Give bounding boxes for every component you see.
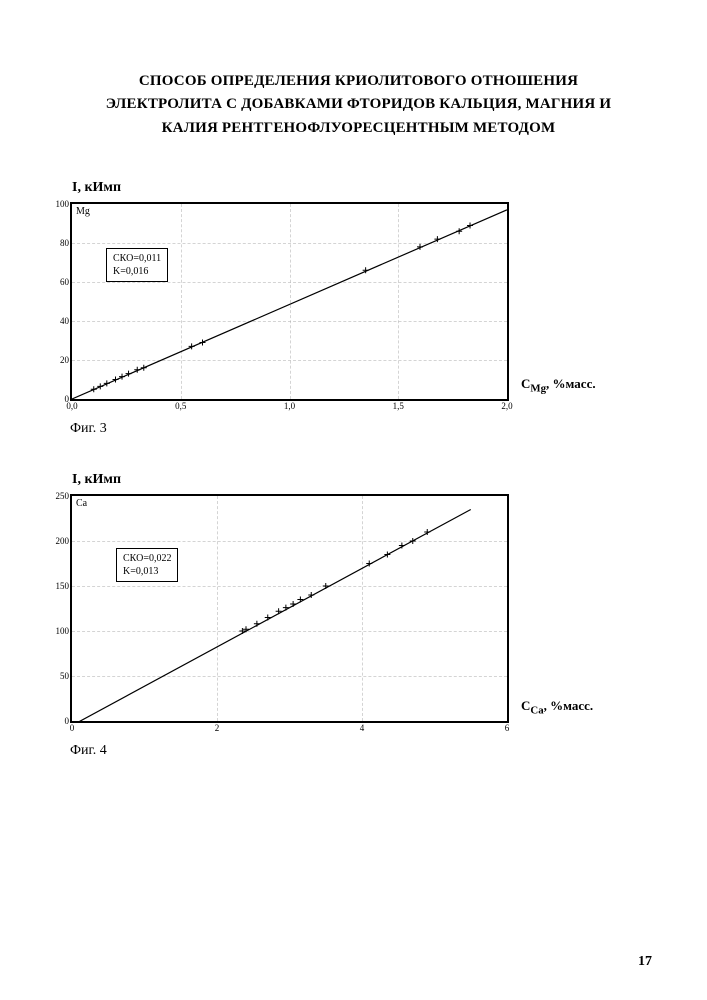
- xtick-label: 1,5: [393, 401, 404, 411]
- xtick-label: 1,0: [284, 401, 295, 411]
- xtick-label: 6: [505, 723, 510, 733]
- ytick-label: 100: [56, 626, 70, 636]
- ytick-label: 150: [56, 581, 70, 591]
- fig3-caption: Фиг. 3: [70, 421, 647, 437]
- page-number: 17: [638, 954, 652, 970]
- ytick-label: 250: [56, 491, 70, 501]
- chart-svg: [72, 204, 507, 399]
- fig4-caption: Фиг. 4: [70, 743, 647, 759]
- xtick-label: 0,0: [66, 401, 77, 411]
- document-title: СПОСОБ ОПРЕДЕЛЕНИЯ КРИОЛИТОВОГО ОТНОШЕНИ…: [70, 70, 647, 140]
- page: СПОСОБ ОПРЕДЕЛЕНИЯ КРИОЛИТОВОГО ОТНОШЕНИ…: [0, 0, 707, 1000]
- title-line: СПОСОБ ОПРЕДЕЛЕНИЯ КРИОЛИТОВОГО ОТНОШЕНИ…: [139, 73, 578, 89]
- fig4-xlabel: CCa, %масс.: [521, 698, 593, 717]
- fig4-chart: Ca СКО=0,022 K=0,013 0501001502002500246: [70, 494, 509, 723]
- fig4-ylabel: I, кИмп: [72, 472, 647, 488]
- xtick-label: 4: [360, 723, 365, 733]
- ytick-label: 40: [60, 316, 69, 326]
- ytick-label: 80: [60, 238, 69, 248]
- ytick-label: 100: [56, 199, 70, 209]
- fig3-chart: Mg СКО=0,011 K=0,016 0204060801000,00,51…: [70, 202, 509, 401]
- ytick-label: 60: [60, 277, 69, 287]
- chart-svg: [72, 496, 507, 721]
- xtick-label: 0,5: [175, 401, 186, 411]
- figure-4-block: I, кИмп Ca СКО=0,022 K=0,013 05010015020…: [70, 472, 647, 759]
- ytick-label: 20: [60, 355, 69, 365]
- title-line: ЭЛЕКТРОЛИТА С ДОБАВКАМИ ФТОРИДОВ КАЛЬЦИЯ…: [106, 96, 612, 112]
- fig3-ylabel: I, кИмп: [72, 180, 647, 196]
- title-line: КАЛИЯ РЕНТГЕНОФЛУОРЕСЦЕНТНЫМ МЕТОДОМ: [162, 120, 556, 136]
- ytick-label: 200: [56, 536, 70, 546]
- xtick-label: 2,0: [501, 401, 512, 411]
- figure-3-block: I, кИмп Mg СКО=0,011 K=0,016 02040608010…: [70, 180, 647, 437]
- xtick-label: 0: [70, 723, 75, 733]
- ytick-label: 50: [60, 671, 69, 681]
- xtick-label: 2: [215, 723, 220, 733]
- fig3-xlabel: CMg, %масс.: [521, 376, 596, 395]
- ytick-label: 0: [65, 716, 70, 726]
